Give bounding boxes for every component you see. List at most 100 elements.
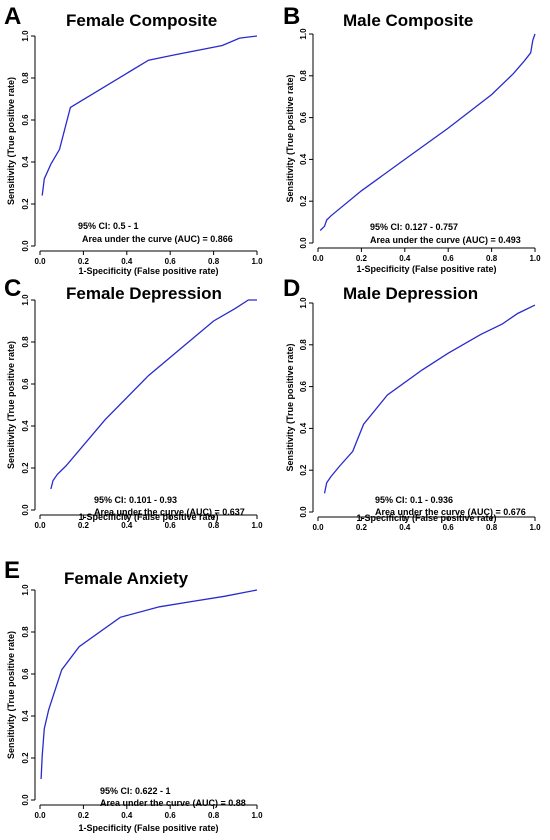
x-tick-label: 0.4 <box>121 257 133 266</box>
x-tick-label: 0.4 <box>399 523 411 532</box>
auc-annotation: Area under the curve (AUC) = 0.637 <box>94 507 245 517</box>
panel-letter: B <box>283 3 300 30</box>
auc-annotation: Area under the curve (AUC) = 0.866 <box>82 234 233 244</box>
y-tick-label: 0.8 <box>21 626 30 638</box>
ci-annotation: 95% CI: 0.101 - 0.93 <box>94 495 177 505</box>
y-tick-label: 0.8 <box>299 70 308 82</box>
x-tick-label: 0.8 <box>486 523 498 532</box>
panel-letter: D <box>283 275 300 302</box>
y-tick-label: 0.6 <box>21 378 30 390</box>
x-tick-label: 0.8 <box>208 521 220 530</box>
ci-annotation: 95% CI: 0.1 - 0.936 <box>375 495 453 505</box>
x-tick-label: 0.2 <box>78 811 90 820</box>
roc-curve-line <box>40 589 258 780</box>
y-tick-label: 0.2 <box>299 464 308 476</box>
y-tick-label: 0.0 <box>299 506 308 518</box>
y-tick-label: 0.8 <box>21 336 30 348</box>
x-tick-label: 1.0 <box>529 523 541 532</box>
roc-panel-b: B Male Composite 0.0 0.2 0.4 0.6 0.8 1.0 0.0 0.2 0… <box>283 3 541 274</box>
panel-letter: E <box>4 557 20 584</box>
chart-title: Female Composite <box>66 11 217 30</box>
y-tick-label: 0.2 <box>299 195 308 207</box>
x-tick-label: 0.6 <box>443 254 455 263</box>
panel-letter: C <box>4 275 21 302</box>
x-axis-label: 1-Specificity (False positive rate) <box>78 512 218 522</box>
chart-title: Female Depression <box>66 284 222 303</box>
panel-letter: A <box>4 3 21 30</box>
y-tick-label: 0.4 <box>21 156 30 168</box>
x-tick-label: 0.4 <box>121 521 133 530</box>
y-tick-label: 0.2 <box>21 198 30 210</box>
x-tick-label: 1.0 <box>251 811 263 820</box>
x-tick-label: 0.2 <box>78 521 90 530</box>
y-tick-label: 0.0 <box>21 504 30 516</box>
roc-curve-line <box>323 304 536 494</box>
x-tick-label: 0.8 <box>208 811 220 820</box>
y-axis-label: Sensitivity (True positive rate) <box>285 74 295 202</box>
x-tick-label: 0.8 <box>208 257 220 266</box>
y-tick-label: 0.6 <box>21 668 30 680</box>
y-tick-label: 1.0 <box>21 294 30 306</box>
y-tick-label: 0.2 <box>21 752 30 764</box>
x-tick-label: 1.0 <box>251 257 263 266</box>
y-tick-label: 0.4 <box>299 422 308 434</box>
auc-annotation: Area under the curve (AUC) = 0.88 <box>100 798 246 808</box>
y-tick-label: 0.0 <box>21 794 30 806</box>
ci-annotation: 95% CI: 0.127 - 0.757 <box>370 222 458 232</box>
y-tick-label: 0.8 <box>299 339 308 351</box>
x-tick-label: 0.2 <box>78 257 90 266</box>
x-tick-label: 0.0 <box>34 257 46 266</box>
y-axis-label: Sensitivity (True positive rate) <box>6 77 16 205</box>
y-axis-label: Sensitivity (True positive rate) <box>6 341 16 469</box>
y-tick-label: 0.6 <box>299 111 308 123</box>
y-tick-label: 0.4 <box>21 710 30 722</box>
x-tick-label: 0.6 <box>443 523 455 532</box>
auc-annotation: Area under the curve (AUC) = 0.493 <box>370 235 521 245</box>
y-tick-label: 0.4 <box>21 420 30 432</box>
x-tick-label: 0.8 <box>486 254 498 263</box>
roc-panel-c: C Female Depression 0.0 0.2 0.4 0.6 0.8 1.0 0.0 0… <box>4 275 263 530</box>
chart-title: Female Anxiety <box>64 569 189 588</box>
x-tick-label: 0.2 <box>356 254 368 263</box>
x-tick-label: 0.4 <box>399 254 411 263</box>
y-tick-label: 1.0 <box>21 584 30 596</box>
x-tick-label: 0.2 <box>356 523 368 532</box>
x-axis-label: 1-Specificity (False positive rate) <box>78 823 218 833</box>
roc-curve-line <box>41 35 258 196</box>
roc-panel-a: A Female Composite 0.0 0.2 0.4 0.6 0.8 1.0 0.0 0.… <box>4 3 263 276</box>
roc-curve-line <box>319 33 536 231</box>
x-tick-label: 1.0 <box>529 254 541 263</box>
y-tick-label: 0.8 <box>21 72 30 84</box>
x-axis-label: 1-Specificity (False positive rate) <box>78 266 218 276</box>
chart-title: Male Depression <box>343 284 478 303</box>
x-axis-label: 1-Specificity (False positive rate) <box>356 264 496 274</box>
x-tick-label: 0.0 <box>312 254 324 263</box>
chart-title: Male Composite <box>343 11 473 30</box>
y-tick-label: 1.0 <box>299 28 308 40</box>
x-tick-label: 1.0 <box>251 521 263 530</box>
x-tick-label: 0.0 <box>34 521 46 530</box>
auc-annotation: Area under the curve (AUC) = 0.676 <box>375 507 526 517</box>
roc-panel-d: D Male Depression 0.0 0.2 0.4 0.6 0.8 1.0 0.0 0.2… <box>283 275 541 532</box>
y-tick-label: 0.4 <box>299 153 308 165</box>
roc-curve-line <box>50 299 257 490</box>
x-tick-label: 0.0 <box>34 811 46 820</box>
x-tick-label: 0.6 <box>165 521 177 530</box>
x-tick-label: 0.0 <box>312 523 324 532</box>
y-tick-label: 0.0 <box>21 240 30 252</box>
ci-annotation: 95% CI: 0.5 - 1 <box>78 221 139 231</box>
y-tick-label: 1.0 <box>21 30 30 42</box>
y-tick-label: 0.6 <box>299 380 308 392</box>
ci-annotation: 95% CI: 0.622 - 1 <box>100 786 171 796</box>
y-axis-label: Sensitivity (True positive rate) <box>285 343 295 471</box>
x-tick-label: 0.6 <box>165 257 177 266</box>
y-tick-label: 0.6 <box>21 114 30 126</box>
x-tick-label: 0.6 <box>165 811 177 820</box>
roc-panel-e: E Female Anxiety 0.0 0.2 0.4 0.6 0.8 1.0 0.0 0.2 0… <box>4 557 263 833</box>
y-tick-label: 0.2 <box>21 462 30 474</box>
y-tick-label: 0.0 <box>299 237 308 249</box>
y-tick-label: 1.0 <box>299 297 308 309</box>
x-tick-label: 0.4 <box>121 811 133 820</box>
x-axis-label: 1-Specificity (False positive rate) <box>356 513 496 523</box>
